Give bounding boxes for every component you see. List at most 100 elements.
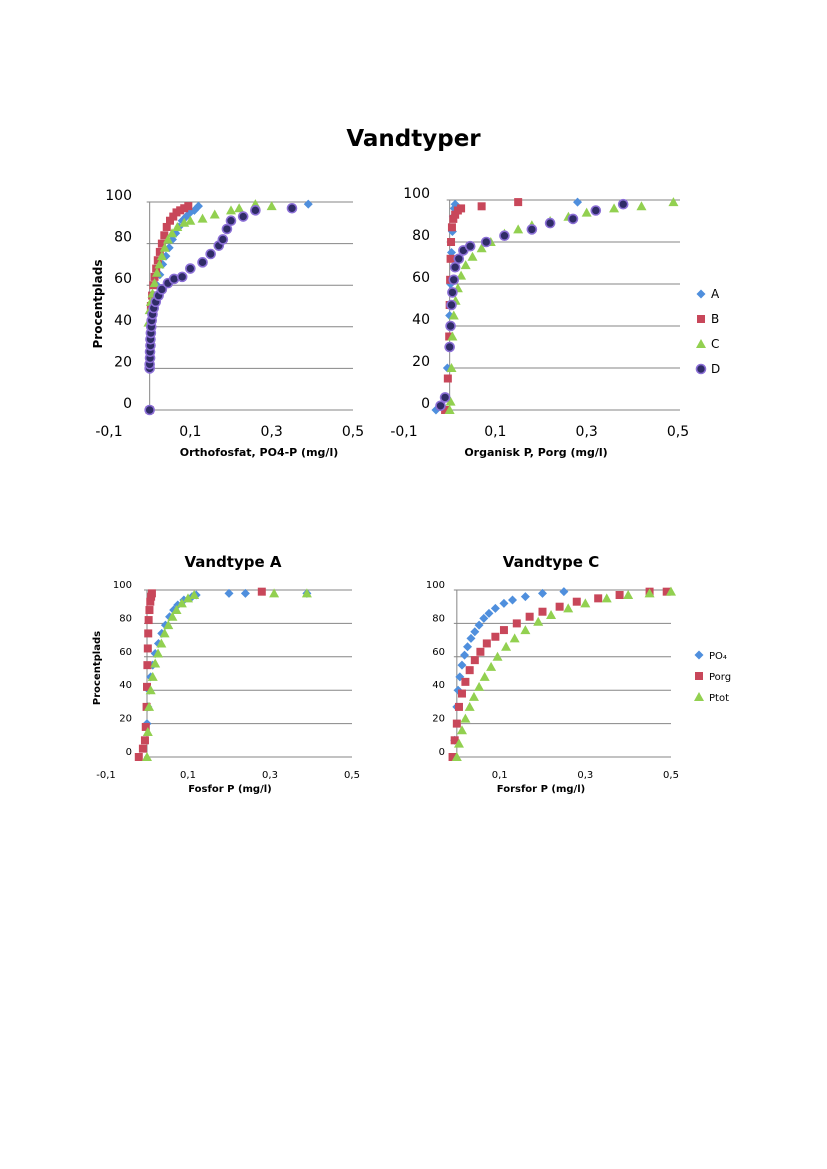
data-point [563, 603, 574, 613]
data-point [454, 702, 463, 711]
data-point [484, 608, 494, 618]
data-point [513, 224, 524, 234]
x-tick-label: 0,1 [484, 424, 506, 440]
data-point [465, 666, 474, 675]
data-point [457, 660, 467, 670]
y-tick-label: 20 [412, 354, 430, 370]
x-tick-label: 0,1 [492, 770, 508, 781]
chart-organisk: 0 20 40 60 80 100 -0,1 0,1 0,3 0,5 Organisk P, Por… [390, 186, 689, 459]
data-point [590, 205, 602, 216]
data-point [533, 616, 544, 626]
x-tick-label: -0,1 [95, 424, 122, 440]
data-point [451, 752, 462, 761]
legend-label: Porg [709, 672, 731, 683]
x-tick-label: 0,1 [180, 770, 196, 781]
data-point [499, 230, 510, 241]
data-point [451, 210, 460, 219]
data-point [573, 197, 583, 207]
data-point [525, 612, 534, 621]
legend-marker [695, 363, 707, 375]
y-tick-label: 60 [412, 270, 430, 286]
series-triangle [142, 588, 312, 761]
data-point [666, 586, 676, 596]
y-tick-label: 20 [114, 354, 132, 370]
data-point [482, 639, 491, 648]
data-point [301, 588, 312, 598]
data-point [205, 248, 216, 260]
legend-marker [694, 692, 704, 701]
legend-label: A [711, 287, 720, 301]
data-point [171, 605, 182, 615]
data-point [266, 201, 277, 211]
data-point [662, 587, 671, 596]
data-point [159, 242, 170, 252]
data-point [490, 603, 500, 613]
data-point [149, 278, 160, 288]
data-point [150, 272, 159, 281]
data-point [138, 744, 147, 753]
series-square [134, 587, 266, 761]
data-point [491, 632, 500, 641]
data-point [237, 211, 249, 222]
data-point [479, 671, 490, 681]
data-point [467, 251, 478, 261]
legend-marker [695, 672, 703, 680]
data-point [143, 644, 152, 653]
data-point [446, 248, 456, 257]
data-point [152, 264, 161, 273]
series-circle [144, 202, 298, 416]
y-tick-label: 100 [105, 188, 132, 204]
y-tick-label: 80 [432, 613, 445, 624]
x-tick-label: 0,3 [576, 424, 598, 440]
data-point [445, 320, 456, 332]
data-point [492, 651, 503, 661]
data-point [269, 588, 280, 598]
legend-label: B [711, 312, 719, 326]
x-tick-label: 0,3 [262, 770, 278, 781]
legend-marker [696, 339, 706, 348]
data-point [141, 722, 150, 731]
data-point [445, 396, 456, 406]
data-point [448, 310, 459, 320]
data-point [447, 287, 458, 298]
data-point [435, 400, 446, 412]
data-point [447, 331, 458, 341]
data-point [538, 607, 547, 616]
data-point [486, 661, 497, 671]
data-point [544, 217, 556, 229]
x-axis-label: Organisk P, Porg (mg/l) [464, 446, 607, 459]
data-point [447, 238, 456, 246]
data-point [143, 682, 151, 691]
x-tick-label: 0,3 [261, 424, 283, 440]
x-tick-label: 0,5 [344, 770, 360, 781]
data-point [140, 736, 149, 745]
data-point [183, 593, 193, 603]
data-point [250, 205, 261, 216]
y-tick-label: 20 [432, 714, 445, 725]
data-point [457, 204, 466, 213]
data-point [446, 363, 457, 372]
data-point [176, 206, 185, 215]
data-point [147, 671, 158, 681]
data-point [538, 588, 547, 598]
data-point [159, 628, 170, 638]
data-point [240, 588, 250, 598]
data-point [474, 681, 485, 691]
data-point [520, 625, 531, 635]
data-point [555, 602, 564, 611]
y-tick-label: 40 [114, 313, 132, 329]
x-axis-label: Fosfor P (mg/l) [188, 784, 272, 795]
y-tick-label: 100 [403, 186, 430, 202]
legend-label: PO₄ [709, 651, 727, 662]
data-point [197, 213, 208, 223]
data-point [156, 251, 167, 261]
data-point [520, 592, 530, 602]
y-tick-label: 60 [119, 647, 132, 658]
data-point [167, 228, 178, 238]
data-point [470, 627, 480, 637]
data-point [155, 247, 164, 256]
data-point [580, 598, 591, 608]
y-tick-label: 60 [432, 647, 445, 658]
